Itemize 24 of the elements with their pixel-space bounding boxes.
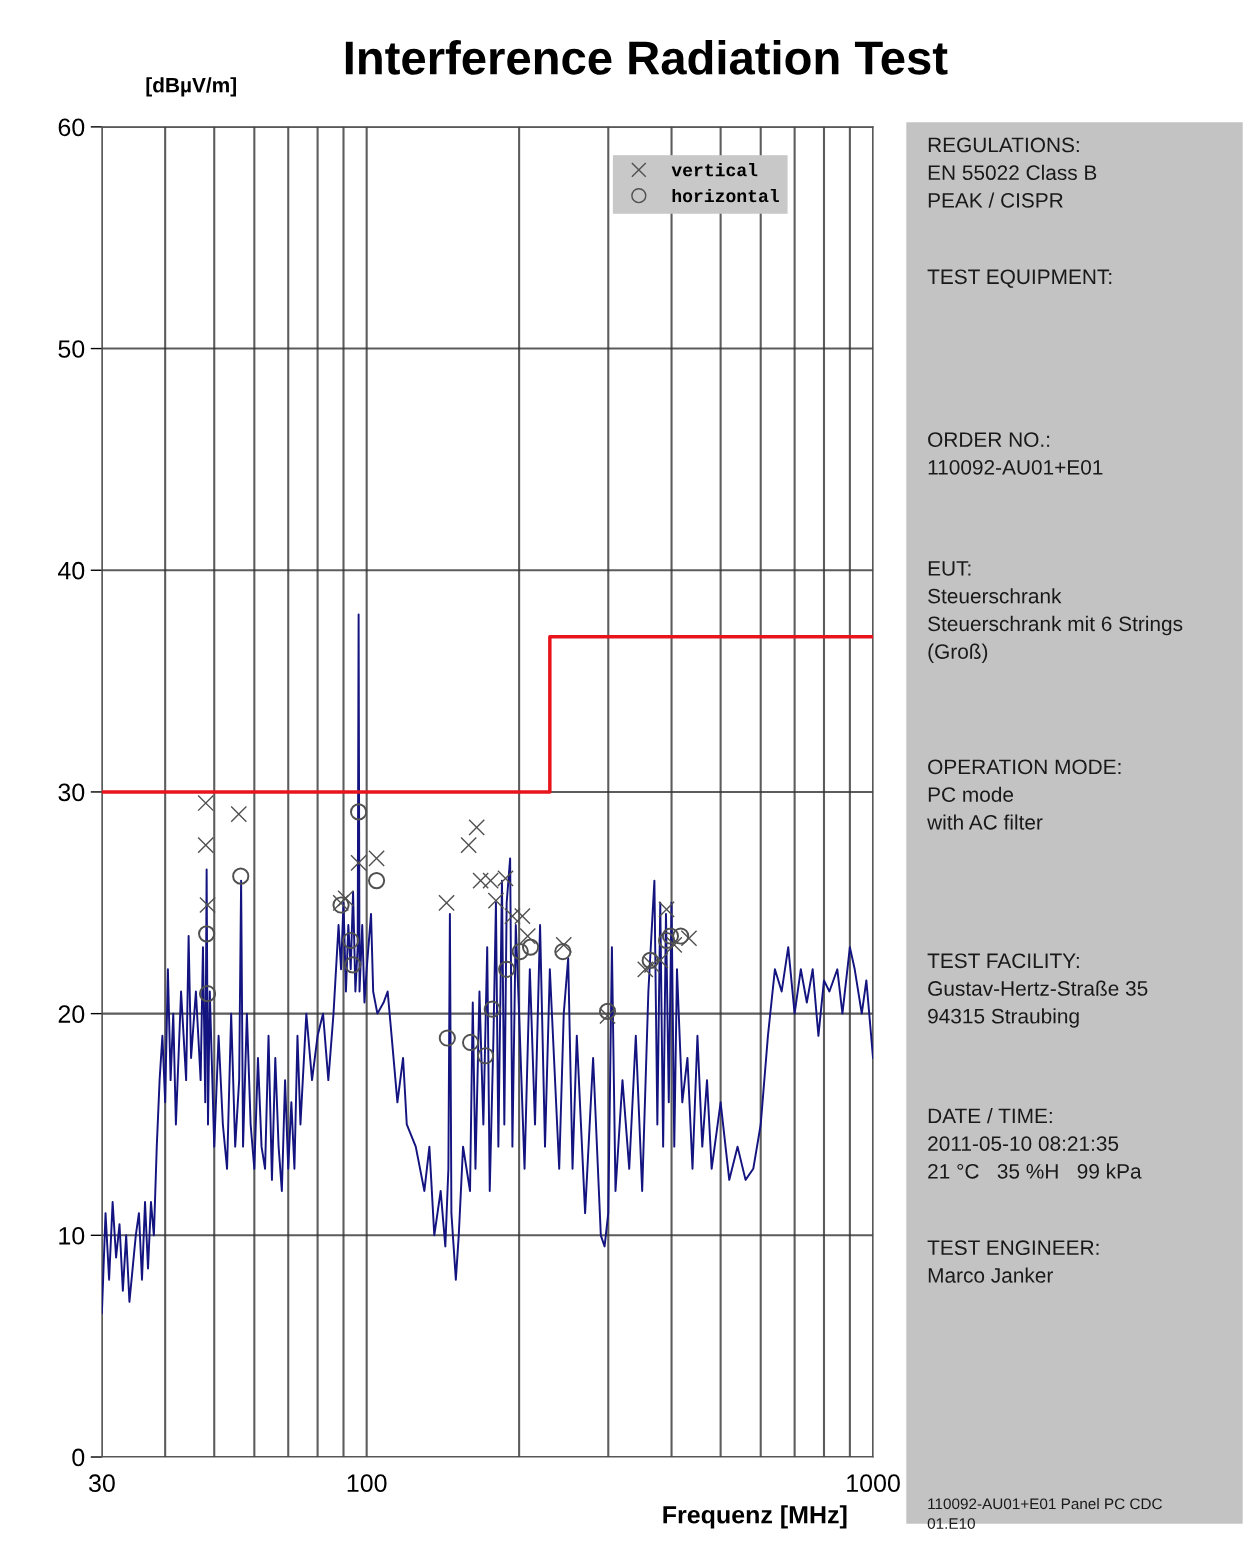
text: 110092-AU01+E01 Panel PC CDC 01.E10 bbox=[927, 1498, 1162, 1529]
y-tick-label: 50 bbox=[58, 340, 85, 358]
text: EUT: Steuerschrank Steuerschrank mit 6 Strings (Groß) bbox=[928, 561, 1183, 664]
y-tick-label: 40 bbox=[58, 561, 85, 580]
x-tick-label: 100 bbox=[347, 1474, 387, 1493]
x-tick-label: 30 bbox=[88, 1474, 115, 1493]
x-axis-title: Frequenz [MHz] bbox=[663, 1505, 847, 1529]
y-axis-title: [dBµV/m] bbox=[146, 77, 236, 97]
y-tick-label: 0 bbox=[72, 1448, 85, 1467]
text: DATE / TIME: 2011-05-10 08:21:35 21 °C 35 %H 99 kPa bbox=[928, 1107, 1142, 1179]
text: OPERATION MODE: PC mode with AC filter bbox=[927, 759, 1121, 830]
chart-title: Interference Radiation Test bbox=[345, 40, 948, 75]
text: TEST ENGINEER: Marco Janker bbox=[927, 1240, 1099, 1283]
text: TEST FACILITY: Gustav-Hertz-Straße 35 94315 Straubing bbox=[927, 953, 1148, 1028]
text: ORDER NO.: 110092-AU01+E01 bbox=[928, 432, 1103, 475]
text: TEST EQUIPMENT: bbox=[927, 269, 1112, 288]
y-tick-label: 60 bbox=[58, 118, 85, 137]
y-tick-label: 10 bbox=[59, 1226, 85, 1245]
y-tick-label: 20 bbox=[58, 1005, 85, 1023]
x-tick-label: 1000 bbox=[847, 1474, 900, 1493]
text: REGULATIONS: EN 55022 Class B PEAK / CISPR bbox=[928, 137, 1097, 208]
legend-label: horizontal bbox=[672, 188, 779, 203]
y-tick-label: 30 bbox=[58, 783, 85, 802]
legend-label: vertical bbox=[671, 163, 758, 177]
